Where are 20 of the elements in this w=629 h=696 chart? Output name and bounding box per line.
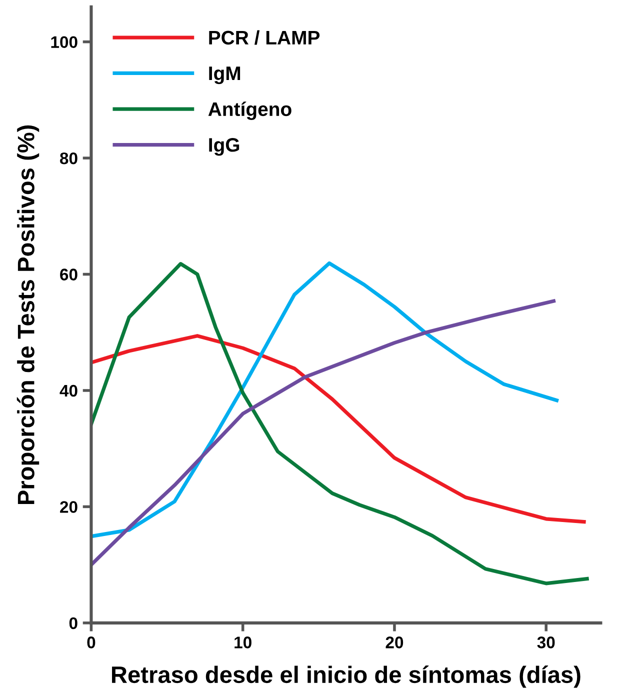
legend-label: IgG — [209, 138, 240, 156]
y-tick-label: 60 — [60, 268, 78, 280]
x-tick-label: 20 — [386, 636, 404, 648]
x-tick-label: 30 — [537, 636, 555, 648]
line-series — [91, 334, 586, 524]
y-axis-title: Proporción de Tests Positivos (%) — [16, 125, 40, 504]
line-series — [91, 261, 559, 538]
legend-label: IgM — [209, 66, 240, 84]
y-tick-label: 40 — [60, 384, 78, 397]
line-series — [91, 262, 589, 586]
legend-label: Antígeno — [208, 102, 292, 120]
x-tick-label: 0 — [87, 636, 96, 648]
x-axis-title: Retraso desde el inicio de síntomas (días) — [112, 666, 580, 688]
line-series — [91, 299, 556, 567]
y-tick-label: 80 — [60, 152, 78, 164]
x-tick-label: 10 — [234, 636, 252, 648]
legend-label: PCR / LAMP — [209, 30, 320, 45]
y-tick-label: 100 — [51, 36, 78, 48]
y-tick-label: 0 — [69, 617, 78, 630]
y-tick-label: 20 — [60, 501, 78, 513]
